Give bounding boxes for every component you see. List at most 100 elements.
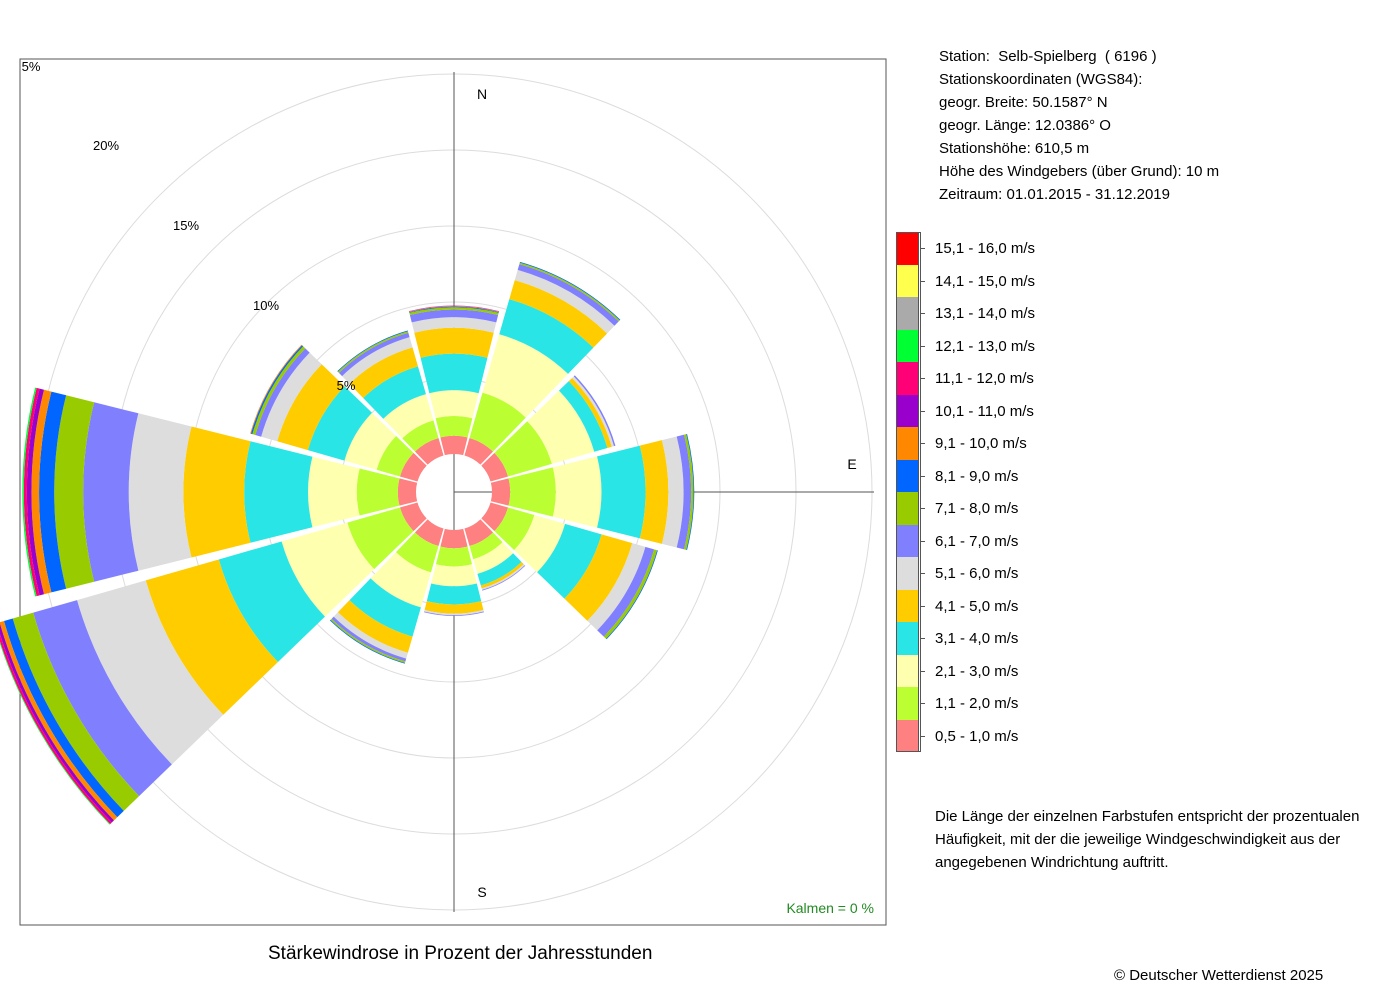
wind-rose-chart: 5% 10% 15% 20% 5% N E S Kalmen = 0 % — [0, 58, 887, 926]
speed-segment — [597, 546, 655, 637]
speed-segment — [464, 437, 494, 465]
legend-label: 13,1 - 14,0 m/s — [935, 305, 1036, 322]
speed-segment — [426, 583, 482, 605]
speed-segment — [440, 528, 468, 549]
speed-segment — [244, 441, 313, 543]
east-label: E — [847, 456, 856, 472]
speed-segment — [77, 580, 224, 765]
sector-270deg — [22, 387, 418, 597]
legend-item: 8,1 - 9,0 m/s — [896, 459, 1096, 492]
speed-segment — [402, 420, 439, 452]
speed-segment — [349, 578, 421, 637]
legend-item: 14,1 - 15,0 m/s — [896, 264, 1096, 297]
speed-segment — [661, 436, 684, 548]
speed-segment — [435, 546, 473, 567]
legend-swatch — [896, 459, 919, 492]
legend-tick — [920, 540, 925, 542]
speed-segment — [409, 309, 499, 323]
speed-segment — [494, 421, 552, 477]
speed-segment — [481, 452, 509, 482]
station-coordinates-heading: Stationskoordinaten (WGS84): — [939, 71, 1143, 88]
legend-swatch — [896, 524, 919, 557]
speed-segment — [255, 348, 310, 437]
ring-label: 5% — [22, 59, 41, 74]
legend-label: 8,1 - 9,0 m/s — [935, 467, 1019, 485]
speed-segment — [509, 280, 608, 348]
legend-item: 4,1 - 5,0 m/s — [896, 589, 1096, 622]
legend-label: 14,1 - 15,0 m/s — [935, 272, 1036, 290]
legend-item: 7,1 - 8,0 m/s — [896, 492, 1096, 525]
legend-tick — [920, 248, 925, 249]
speed-segment — [440, 435, 468, 456]
speed-segment — [568, 377, 612, 449]
speed-segment — [424, 609, 484, 616]
legend-item: 11,1 - 12,0 m/s — [896, 362, 1096, 395]
speed-segment — [431, 564, 477, 587]
legend-tick — [920, 443, 925, 444]
speed-segment — [349, 347, 418, 398]
speed-segment — [481, 564, 525, 590]
speed-segment — [514, 269, 615, 334]
legend-label: 2,1 - 3,0 m/s — [935, 662, 1019, 680]
ring-label: 20% — [93, 138, 119, 153]
speed-segment — [218, 541, 325, 662]
speed-segment — [344, 412, 397, 470]
legend-swatch — [896, 329, 919, 362]
speed-segment — [587, 543, 646, 631]
sector-120deg — [481, 502, 658, 640]
speed-segment — [376, 436, 414, 477]
speed-segment — [490, 478, 511, 506]
speed-segment — [508, 467, 556, 517]
legend-swatch — [896, 362, 919, 395]
legend-item: 10,1 - 11,0 m/s — [896, 394, 1096, 427]
speed-segment — [409, 307, 499, 316]
speed-segment — [469, 392, 526, 452]
sector-180deg — [424, 528, 484, 616]
speed-segment — [408, 305, 500, 312]
speed-segment — [514, 515, 566, 573]
speed-segment — [54, 395, 95, 589]
legend-item: 12,1 - 13,0 m/s — [896, 329, 1096, 362]
speed-segment — [26, 388, 44, 596]
legend-item: 15,1 - 16,0 m/s — [896, 232, 1096, 265]
speed-segment — [435, 416, 473, 438]
station-name: Station: Selb-Spielberg ( 6196 ) — [939, 48, 1157, 65]
speed-segment — [337, 600, 413, 653]
speed-segment — [128, 413, 192, 571]
sector-30deg — [464, 261, 621, 465]
speed-segment — [307, 386, 372, 461]
chart-title: Stärkewindrose in Prozent der Jahresstun… — [268, 943, 653, 964]
station-latitude: geogr. Breite: 50.1587° N — [939, 94, 1108, 111]
speed-segment — [558, 381, 608, 452]
legend-item: 5,1 - 6,0 m/s — [896, 557, 1096, 590]
ring-label: 5% — [337, 378, 356, 393]
legend-label: 10,1 - 11,0 m/s — [935, 402, 1034, 420]
legend-tick — [920, 703, 925, 704]
legend-swatch — [896, 687, 919, 720]
speed-segment — [281, 522, 375, 617]
speed-segment — [347, 507, 414, 570]
legend-item: 2,1 - 3,0 m/s — [896, 654, 1096, 687]
sector-330deg — [337, 330, 444, 465]
legend-tick — [920, 280, 925, 282]
legend-tick — [920, 313, 925, 314]
legend-tick — [920, 605, 925, 607]
speed-segment — [277, 364, 345, 451]
legend-item: 0,5 - 1,0 m/s — [896, 719, 1096, 752]
speed-segment — [411, 317, 497, 333]
ring-label: 10% — [253, 298, 279, 313]
speed-segment — [370, 552, 431, 608]
station-altitude: Stationshöhe: 610,5 m — [939, 140, 1090, 157]
speed-segment — [499, 299, 594, 374]
speed-segment — [145, 559, 278, 715]
legend-label: 15,1 - 16,0 m/s — [935, 240, 1036, 257]
speed-segment — [408, 305, 500, 312]
calms-label: Kalmen = 0 % — [786, 900, 874, 916]
legend-item: 6,1 - 7,0 m/s — [896, 524, 1096, 557]
speed-segment — [23, 387, 40, 597]
speed-segment — [308, 456, 360, 528]
speed-segment — [482, 334, 569, 418]
station-info: Station: Selb-Spielberg ( 6196 ) Station… — [939, 45, 1219, 206]
station-longitude: geogr. Länge: 12.0386° O — [939, 117, 1111, 134]
legend-swatch — [896, 394, 919, 427]
